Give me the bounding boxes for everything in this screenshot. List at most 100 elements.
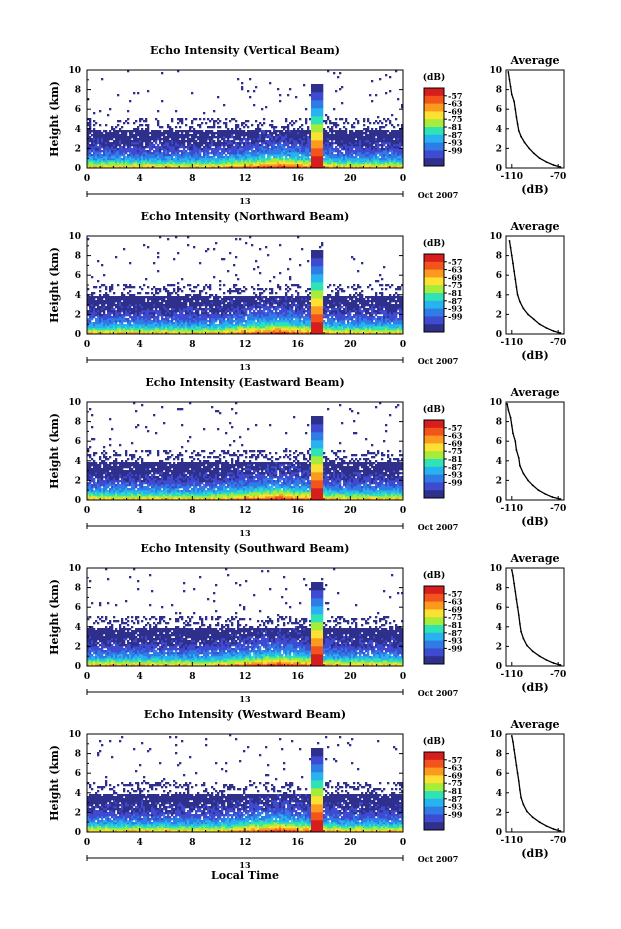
colorbar-level-label: -99 [448, 643, 463, 653]
colorbar: (dB)-57-63-69-75-81-87-93-99 [423, 570, 463, 665]
profile-point [538, 655, 541, 658]
profile-point [551, 496, 554, 498]
colorbar-level-label: -75 [448, 612, 462, 622]
profile-point [545, 161, 548, 164]
colorbar-swatch [424, 474, 444, 483]
colorbar-swatch [424, 142, 444, 151]
colorbar-level-label: -81 [448, 454, 462, 464]
profile-frame [505, 235, 565, 335]
colorbar-swatch [424, 586, 444, 595]
profile-y-tick-label: 0 [496, 330, 502, 340]
profile-y-tick-label: 4 [496, 125, 502, 135]
x-tick-label: 16 [291, 506, 304, 516]
colorbar-swatch [424, 443, 444, 452]
colorbar-level-label: -63 [448, 99, 463, 109]
colorbar-level-label: -87 [448, 628, 462, 638]
profile-point [559, 664, 562, 666]
profile-point [517, 780, 520, 782]
x-tick-label: 12 [239, 838, 252, 848]
colorbar-swatch [424, 625, 444, 634]
colorbar-swatch [424, 601, 444, 610]
profile-point [552, 164, 555, 166]
date-label: Oct 2007 [418, 854, 459, 864]
colorbar-unit: (dB) [423, 570, 445, 581]
colorbar-swatch [424, 427, 444, 436]
heatmap-cells [87, 70, 404, 169]
profile-point [538, 821, 541, 824]
date-label: Oct 2007 [418, 190, 459, 200]
colorbar-swatch [424, 814, 444, 823]
colorbar-level-label: -57 [448, 91, 462, 101]
colorbar-swatch [424, 150, 444, 159]
colorbar-level-label: -75 [448, 114, 462, 124]
profile-point [517, 129, 520, 132]
profile-point [516, 293, 519, 296]
profile-point [520, 135, 522, 138]
panel-3: Echo Intensity (Eastward Beam) 0 2 4 6 8 10 Hei… [48, 376, 566, 538]
profile-y-tick-label: 2 [496, 642, 502, 652]
panel-5: Echo Intensity (Westward Beam) 0 2 4 6 8 10 Hei… [48, 708, 566, 870]
colorbar-swatch [424, 127, 444, 136]
profile-y-tick-label: 6 [496, 271, 502, 281]
profile-x-label: (dB) [521, 183, 548, 196]
average-profile: Average 0 2 4 6 8 10 -110 -70(dB) [489, 386, 566, 528]
profile-point [552, 828, 555, 830]
x-tick-label: 4 [137, 838, 143, 848]
y-tick-label: 6 [75, 105, 81, 115]
colorbar-swatch [424, 775, 444, 784]
colorbar-level-label: -57 [448, 423, 462, 433]
colorbar-swatch [424, 482, 444, 491]
colorbar-level-label: -81 [448, 122, 462, 132]
colorbar-swatch [424, 111, 444, 120]
panel-2: Echo Intensity (Northward Beam) 0 2 4 6 8 10 He… [48, 210, 566, 372]
heatmap-cells [87, 236, 404, 335]
average-profile: Average 0 2 4 6 8 10 -110 -70(dB) [489, 54, 566, 196]
profile-point [531, 650, 534, 653]
x-axis-label-local-time: Local Time [211, 869, 279, 882]
x-tick-label: 8 [189, 838, 195, 848]
profile-point [514, 440, 517, 443]
y-tick-label: 10 [68, 564, 81, 574]
profile-point [515, 116, 518, 118]
y-tick-label: 10 [68, 730, 81, 740]
profile-y-tick-label: 0 [496, 828, 502, 838]
profile-y-tick-label: 8 [496, 418, 502, 428]
profile-point [519, 788, 521, 791]
profile-point [508, 240, 511, 242]
profile-title: Average [509, 718, 559, 731]
colorbar-swatch [424, 656, 444, 665]
y-tick-label: 4 [75, 623, 81, 633]
profile-point [506, 403, 509, 405]
colorbar-level-label: -69 [448, 106, 463, 116]
x-tick-label: 16 [291, 838, 304, 848]
profile-x-tick-label: -110 [501, 504, 524, 514]
profile-point [552, 330, 555, 332]
profile-point [559, 166, 562, 168]
colorbar-swatch [424, 648, 444, 657]
y-tick-label: 8 [75, 86, 81, 96]
profile-point [545, 327, 548, 330]
y-tick-label: 2 [75, 808, 81, 818]
colorbar-level-label: -87 [448, 296, 462, 306]
profile-point [559, 830, 562, 832]
profile-point [538, 323, 541, 326]
profile-y-tick-label: 2 [496, 808, 502, 818]
colorbar-swatch [424, 593, 444, 602]
x-tick-label: 8 [189, 340, 195, 350]
colorbar-swatch [424, 316, 444, 325]
y-tick-label: 4 [75, 457, 81, 467]
profile-x-label: (dB) [521, 847, 548, 860]
colorbar-swatch [424, 752, 444, 761]
profile-point [513, 100, 516, 103]
colorbar-level-label: -99 [448, 809, 463, 819]
profile-point [525, 644, 528, 647]
colorbar-level-label: -87 [448, 794, 462, 804]
colorbar-level-label: -81 [448, 786, 462, 796]
profile-point [528, 147, 531, 150]
x-tick-label: 8 [189, 672, 195, 682]
colorbar-swatch [424, 640, 444, 649]
y-tick-label: 6 [75, 437, 81, 447]
profile-point [525, 810, 528, 813]
x-tick-label: 0 [84, 340, 90, 350]
